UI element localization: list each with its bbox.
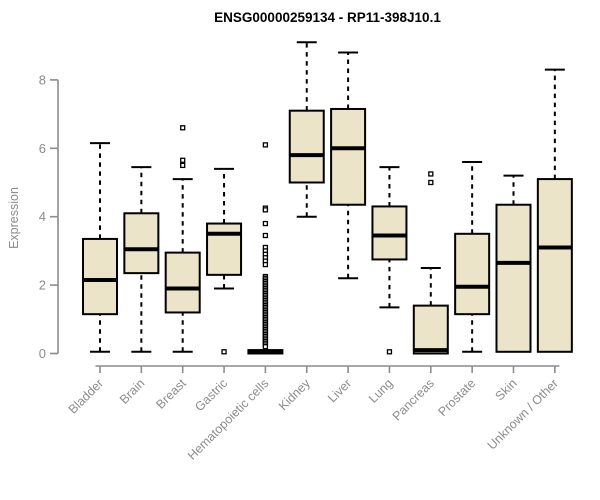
y-tick-label: 6 (39, 141, 46, 156)
y-tick-label: 0 (39, 346, 46, 361)
box-group-liver (330, 51, 367, 280)
x-tick-label-brain: Brain (117, 376, 148, 407)
iqr-box (536, 178, 573, 353)
x-tick-label-breast: Breast (153, 376, 189, 412)
y-tick-label: 2 (39, 278, 46, 293)
x-tick-label-skin: Skin (493, 376, 520, 403)
outlier-point (262, 232, 269, 239)
outlier-point (221, 349, 227, 355)
outlier-point (180, 162, 186, 169)
outlier-point (262, 220, 269, 227)
box-group-unknown-other (536, 68, 573, 353)
outlier-point (262, 344, 269, 350)
box-group-breast (164, 125, 201, 353)
x-tick-label-prostate: Prostate (435, 376, 478, 419)
x-tick-label-gastric: Gastric (192, 376, 230, 414)
iqr-box (495, 203, 532, 353)
box-group-brain (123, 166, 160, 353)
x-tick-label-hematopoietic-cells: Hematopoietic cells (185, 376, 272, 463)
x-tick-label-lung: Lung (366, 376, 396, 406)
box-group-kidney (288, 41, 325, 218)
outlier-point (262, 142, 269, 148)
box-group-pancreas (412, 171, 449, 355)
box-group-prostate (454, 160, 491, 353)
box-group-hematopoietic-cells (247, 142, 284, 355)
iqr-box (371, 205, 408, 261)
iqr-box (454, 232, 491, 316)
x-tick-label-pancreas: Pancreas (390, 376, 437, 423)
box-group-bladder (82, 142, 118, 353)
outlier-point (180, 125, 186, 131)
outlier-point (428, 179, 434, 186)
box-group-lung (371, 166, 408, 355)
x-tick-label-bladder: Bladder (66, 376, 106, 416)
iqr-box (82, 237, 118, 316)
iqr-box (288, 109, 325, 184)
chart-title: ENSG00000259134 - RP11-398J10.1 (214, 10, 441, 25)
iqr-box (123, 212, 160, 275)
iqr-box (330, 107, 367, 206)
outlier-point (180, 157, 186, 163)
outlier-point (262, 207, 269, 213)
box-group-skin (495, 174, 532, 353)
x-tick-label-kidney: Kidney (276, 376, 313, 413)
x-tick-label-unknown-other: Unknown / Other (485, 376, 561, 452)
iqr-box (206, 222, 243, 276)
iqr-box (412, 304, 449, 355)
outlier-point (386, 349, 393, 355)
y-tick-label: 8 (39, 72, 46, 87)
box-group-gastric (206, 167, 243, 355)
y-tick-label: 4 (39, 209, 46, 224)
iqr-box (164, 251, 201, 314)
outlier-point (262, 261, 269, 268)
x-tick-label-liver: Liver (325, 376, 354, 405)
outlier-point (428, 171, 434, 177)
